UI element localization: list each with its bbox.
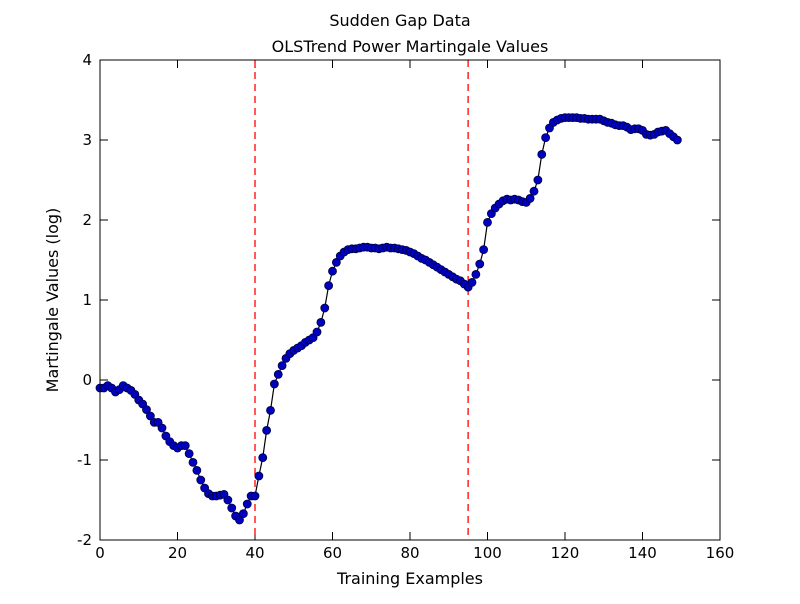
data-point: [328, 266, 337, 276]
y-tick-label: 4: [82, 51, 92, 69]
data-point: [145, 411, 155, 421]
data-point: [541, 133, 551, 143]
data-point: [331, 257, 341, 267]
data-point: [188, 457, 198, 467]
data-point: [258, 453, 268, 463]
data-point: [672, 135, 682, 145]
data-point: [537, 149, 547, 159]
x-tick-label: 160: [706, 544, 735, 562]
data-point: [184, 449, 194, 459]
x-axis-label: Training Examples: [336, 569, 483, 588]
data-point: [250, 491, 260, 501]
data-point: [312, 327, 322, 337]
data-point: [269, 379, 279, 389]
y-tick-label: 0: [82, 371, 92, 389]
y-tick-label: -1: [77, 451, 92, 469]
x-tick-label: 80: [400, 544, 419, 562]
data-point: [316, 317, 326, 327]
data-point: [262, 425, 272, 435]
data-point: [266, 405, 275, 415]
data-point: [196, 475, 206, 485]
data-point: [227, 503, 237, 513]
data-point: [273, 369, 283, 379]
x-tick-label: 0: [95, 544, 105, 562]
x-tick-label: 20: [168, 544, 187, 562]
data-point: [525, 193, 535, 203]
data-point: [479, 245, 489, 255]
plot-frame: [99, 59, 721, 541]
data-point: [238, 509, 248, 518]
data-point: [277, 361, 287, 371]
y-tick-label: 1: [82, 291, 92, 309]
data-point: [475, 259, 485, 269]
data-point: [223, 495, 233, 505]
data-point: [320, 303, 330, 313]
x-tick-label: 60: [323, 544, 342, 562]
y-axis-label: Martingale Values (log): [43, 208, 62, 393]
data-point: [471, 269, 481, 279]
data-point: [180, 441, 190, 451]
data-point: [483, 217, 492, 227]
x-tick-label: 120: [551, 544, 580, 562]
data-point: [533, 175, 543, 185]
data-point: [324, 281, 334, 291]
chart-title: Sudden Gap Data: [329, 11, 470, 30]
chart-subtitle: OLSTrend Power Martingale Values: [272, 37, 549, 56]
data-point: [192, 465, 202, 475]
x-tick-label: 100: [473, 544, 502, 562]
y-tick-label: -2: [77, 531, 92, 549]
data-point: [529, 186, 539, 196]
data-point: [142, 405, 151, 415]
y-tick-label: 2: [82, 211, 92, 229]
data-point: [242, 499, 252, 509]
data-point: [467, 277, 477, 287]
y-tick-label: 3: [82, 131, 92, 149]
data-point: [254, 471, 264, 481]
data-point: [157, 423, 167, 433]
x-tick-label: 140: [628, 544, 657, 562]
x-tick-label: 40: [245, 544, 264, 562]
data-point: [235, 515, 244, 525]
